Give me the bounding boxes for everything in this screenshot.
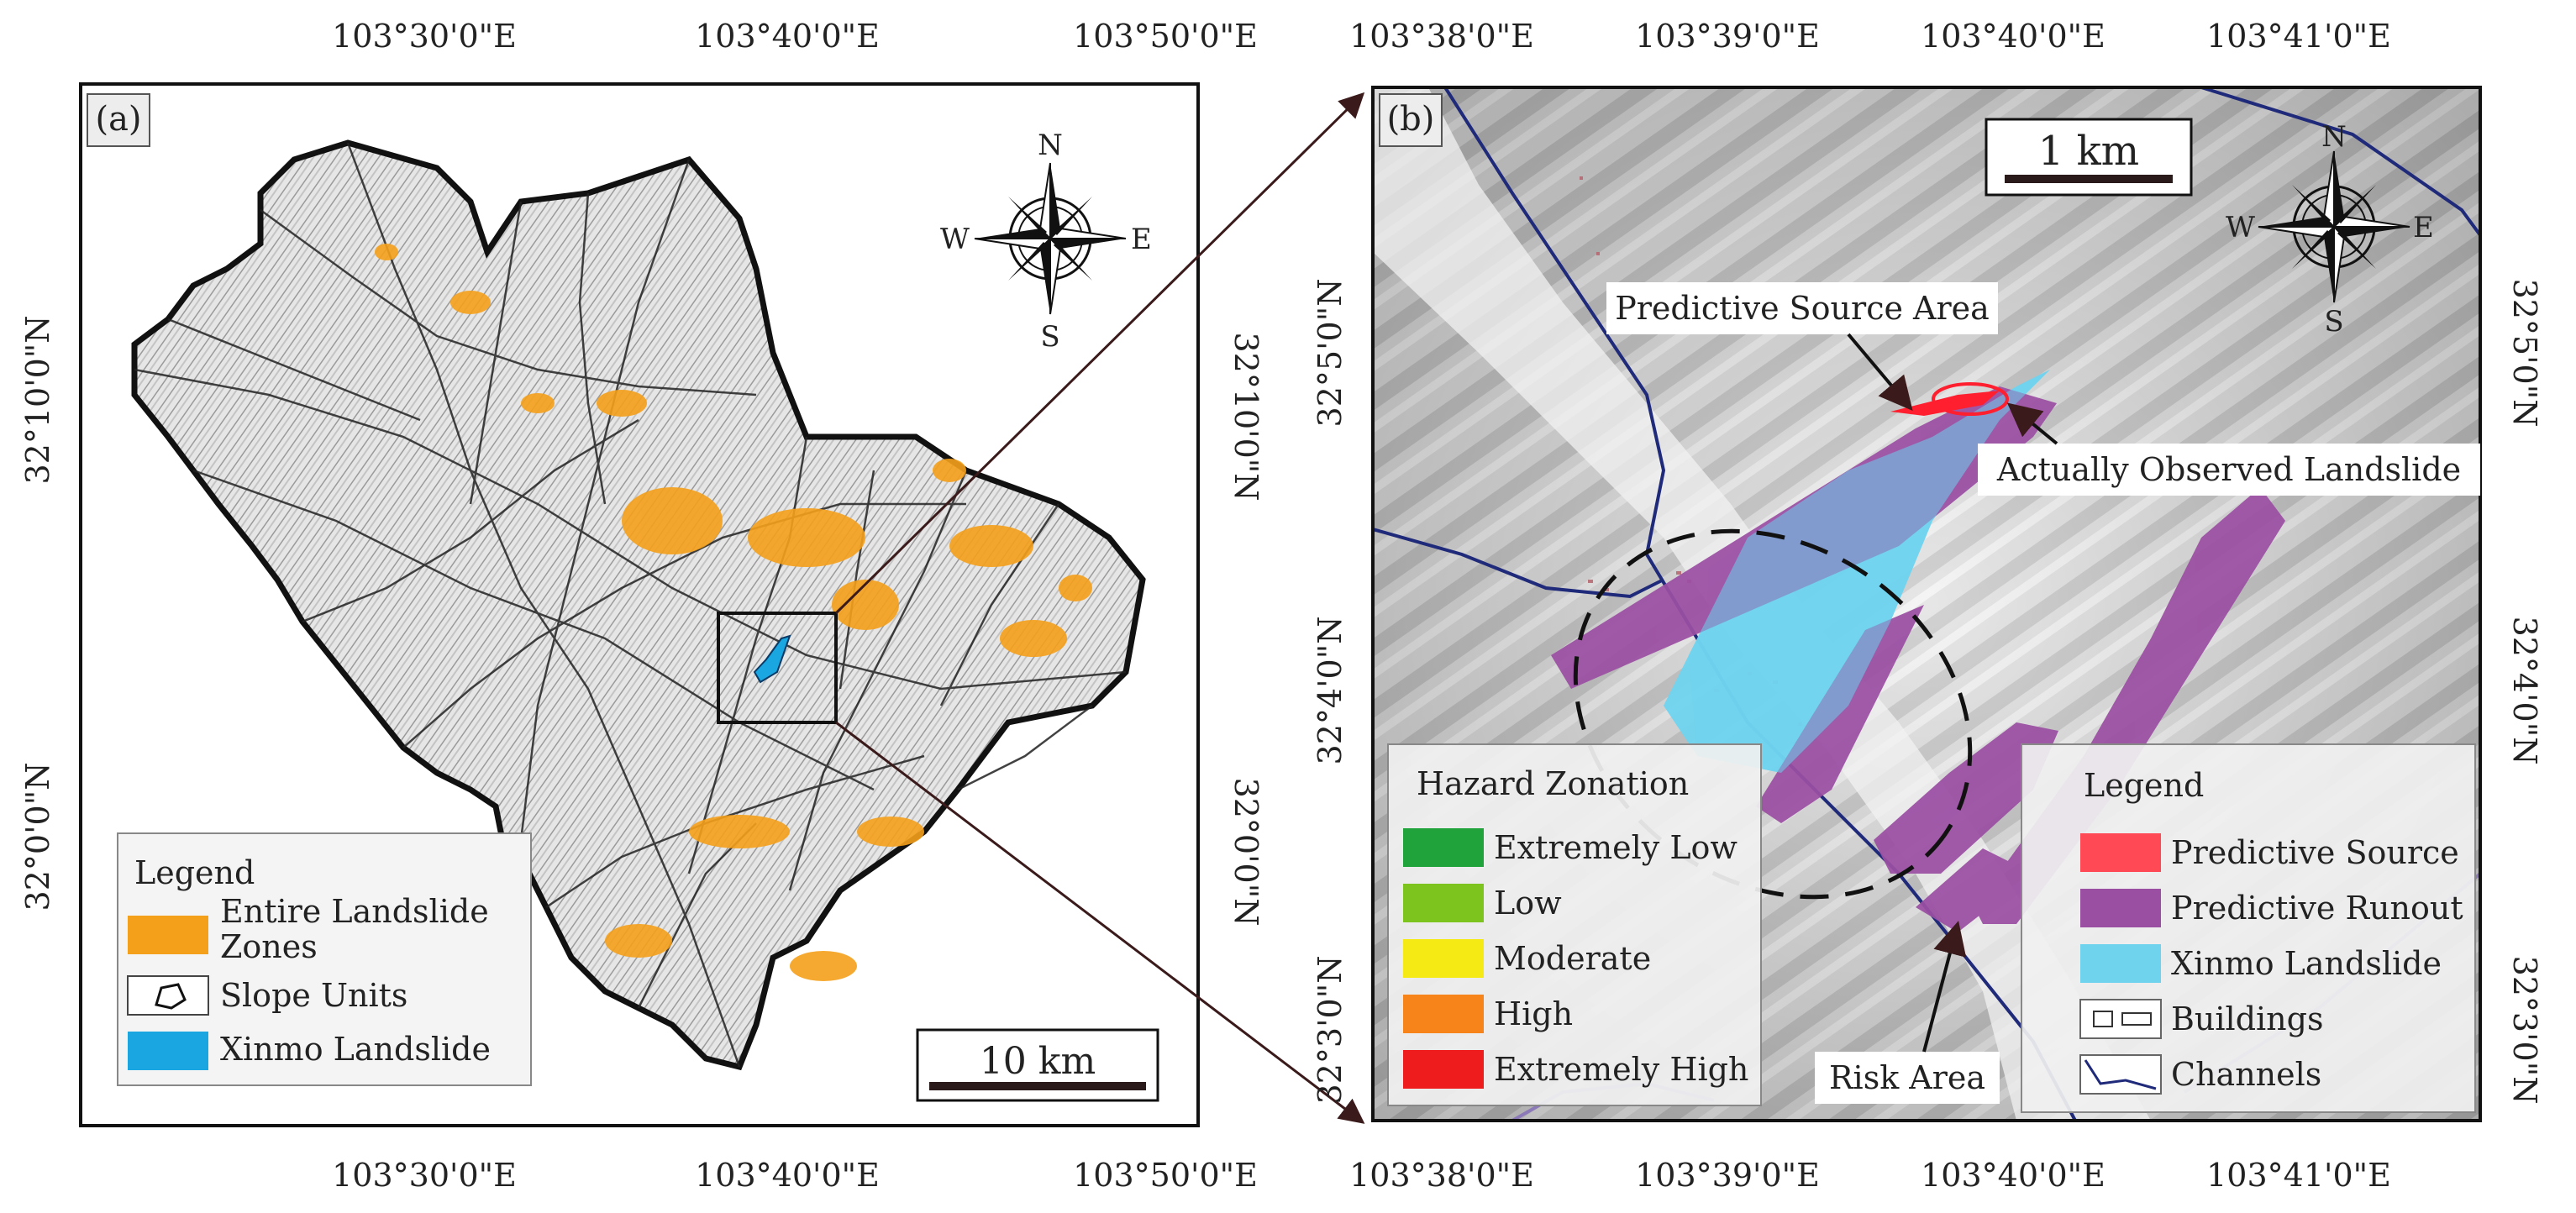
- north-arrow-a: N S E W: [940, 129, 1152, 354]
- buildings-icon: [2079, 999, 2162, 1039]
- compass-n: N: [1038, 129, 1063, 162]
- zoom-box: [717, 612, 838, 724]
- hazard-swatch-3: [1403, 995, 1484, 1033]
- legend-a-item-xinmo: Xinmo Landslide: [220, 1031, 491, 1068]
- compass-w: W: [940, 223, 970, 256]
- panel-a-tag: (a): [87, 93, 150, 147]
- hazard-label-1: Low: [1494, 885, 1562, 922]
- tick-a-bottom-0: 103°30'0"E: [332, 1157, 517, 1194]
- legend-a: Legend Entire Landslide Zones Slope Units…: [117, 832, 532, 1086]
- slope-unit-lines: [134, 142, 1127, 1068]
- orange-swatch: [128, 916, 208, 954]
- panel-b: (b) 1 km N S E W: [1312, 18, 2543, 1194]
- compass-e: E: [1131, 223, 1152, 256]
- hazard-label-0: Extremely Low: [1494, 829, 1737, 866]
- legend-b-item-channels: Channels: [2171, 1056, 2321, 1093]
- panel-b-tag: (b): [1379, 93, 1443, 147]
- compass-e: E: [2413, 211, 2434, 244]
- hazard-swatch-2: [1403, 939, 1484, 978]
- channel-line-icon: [2079, 1054, 2162, 1095]
- tick-b-bottom-2: 103°40'0"E: [1921, 1157, 2105, 1194]
- tick-a-bottom-2: 103°50'0"E: [1073, 1157, 1258, 1194]
- north-arrow-b: N S E W: [2226, 120, 2434, 339]
- tick-b-right-0: 32°5'0"N: [2506, 279, 2543, 428]
- tick-a-left-0: 32°10'0"N: [19, 315, 56, 484]
- purple-swatch: [2080, 889, 2161, 927]
- compass-s: S: [2324, 305, 2343, 339]
- svg-text:1 km: 1 km: [2038, 128, 2139, 175]
- cyan-swatch: [2080, 944, 2161, 983]
- red-swatch: [2080, 833, 2161, 872]
- panel-a-graticule-labels: 103°30'0"E 103°40'0"E 103°50'0"E 103°30'…: [19, 18, 1264, 1194]
- hazard-swatch-1: [1403, 884, 1484, 922]
- predictive-source: [1890, 391, 2000, 416]
- annotation-source: Predictive Source Area: [1606, 282, 1998, 412]
- tick-b-top-3: 103°41'0"E: [2206, 18, 2391, 55]
- svg-text:Actually Observed Landslide: Actually Observed Landslide: [1996, 451, 2461, 488]
- tick-b-top-0: 103°38'0"E: [1349, 18, 1534, 55]
- tick-b-bottom-1: 103°39'0"E: [1635, 1157, 1820, 1194]
- tick-b-left-0: 32°5'0"N: [1312, 279, 1348, 428]
- observed-landslide-outline: [1932, 382, 2009, 416]
- tick-b-right-2: 32°3'0"N: [2506, 956, 2543, 1105]
- scale-bar-b: 1 km: [1985, 118, 2193, 197]
- tick-a-bottom-1: 103°40'0"E: [695, 1157, 880, 1194]
- hazard-label-3: High: [1494, 995, 1573, 1032]
- slope-unit-outline-icon: [127, 975, 209, 1016]
- hazard-zonation-legend: Hazard Zonation Extremely Low Low Moderate…: [1387, 743, 1762, 1106]
- hazard-label-4: Extremely High: [1494, 1051, 1748, 1088]
- tick-b-top-2: 103°40'0"E: [1921, 18, 2105, 55]
- hazard-swatch-4: [1403, 1050, 1484, 1089]
- compass-rose-icon: [2258, 150, 2410, 303]
- legend-b: Legend Predictive Source Predictive Runo…: [2021, 743, 2476, 1113]
- svg-text:Risk Area: Risk Area: [1829, 1059, 1985, 1096]
- annotation-observed: Actually Observed Landslide: [1978, 402, 2480, 496]
- compass-n: N: [2321, 120, 2347, 154]
- tick-a-top-0: 103°30'0"E: [332, 18, 517, 55]
- tick-b-left-1: 32°4'0"N: [1312, 617, 1348, 765]
- tick-a-top-1: 103°40'0"E: [695, 18, 880, 55]
- legend-b-item-source: Predictive Source: [2171, 834, 2459, 871]
- tick-b-right-1: 32°4'0"N: [2506, 617, 2543, 765]
- legend-a-item-slope-units: Slope Units: [220, 977, 407, 1014]
- compass-w: W: [2226, 211, 2255, 244]
- tick-a-right-0: 32°10'0"N: [1228, 332, 1264, 501]
- tick-a-right-1: 32°0'0"N: [1228, 778, 1264, 927]
- blue-swatch: [128, 1032, 208, 1070]
- annotation-risk: Risk Area: [1815, 921, 2000, 1104]
- svg-text:(b): (b): [1387, 100, 1435, 139]
- tick-b-left-2: 32°3'0"N: [1312, 956, 1348, 1105]
- hazard-swatch-0: [1403, 828, 1484, 867]
- zoom-connector-lines: [834, 92, 1365, 1124]
- xinmo-landslide-marker: [753, 634, 791, 684]
- panel-b-graticule-labels: 103°38'0"E 103°39'0"E 103°40'0"E 103°41'…: [1312, 18, 2543, 1194]
- compass-rose-icon: [974, 162, 1127, 315]
- legend-a-item-landslide-zones: Entire Landslide Zones: [220, 893, 489, 965]
- study-area-map: [131, 139, 1146, 1071]
- legend-b-item-buildings: Buildings: [2171, 1000, 2323, 1037]
- tick-a-top-2: 103°50'0"E: [1073, 18, 1258, 55]
- tick-b-bottom-3: 103°41'0"E: [2206, 1157, 2391, 1194]
- legend-b-item-xinmo: Xinmo Landslide: [2171, 945, 2442, 982]
- svg-text:10 km: 10 km: [980, 1040, 1096, 1083]
- legend-b-item-runout: Predictive Runout: [2171, 890, 2463, 927]
- legend-b-title: Legend: [2084, 767, 2204, 804]
- tick-a-left-1: 32°0'0"N: [19, 763, 56, 911]
- hazard-label-2: Moderate: [1494, 940, 1651, 977]
- panel-b-frame: [1371, 86, 2482, 1122]
- panel-a: (a) N S E W 10 km: [19, 18, 1264, 1194]
- svg-text:(a): (a): [95, 100, 141, 139]
- landslide-zones: [375, 244, 1092, 981]
- scale-bar-a: 10 km: [916, 1028, 1159, 1102]
- svg-text:Predictive Source Area: Predictive Source Area: [1615, 290, 1990, 327]
- legend-a-title: Legend: [134, 854, 255, 891]
- hazard-legend-title: Hazard Zonation: [1417, 765, 1689, 802]
- compass-s: S: [1040, 320, 1059, 354]
- tick-b-top-1: 103°39'0"E: [1635, 18, 1820, 55]
- tick-b-bottom-0: 103°38'0"E: [1349, 1157, 1534, 1194]
